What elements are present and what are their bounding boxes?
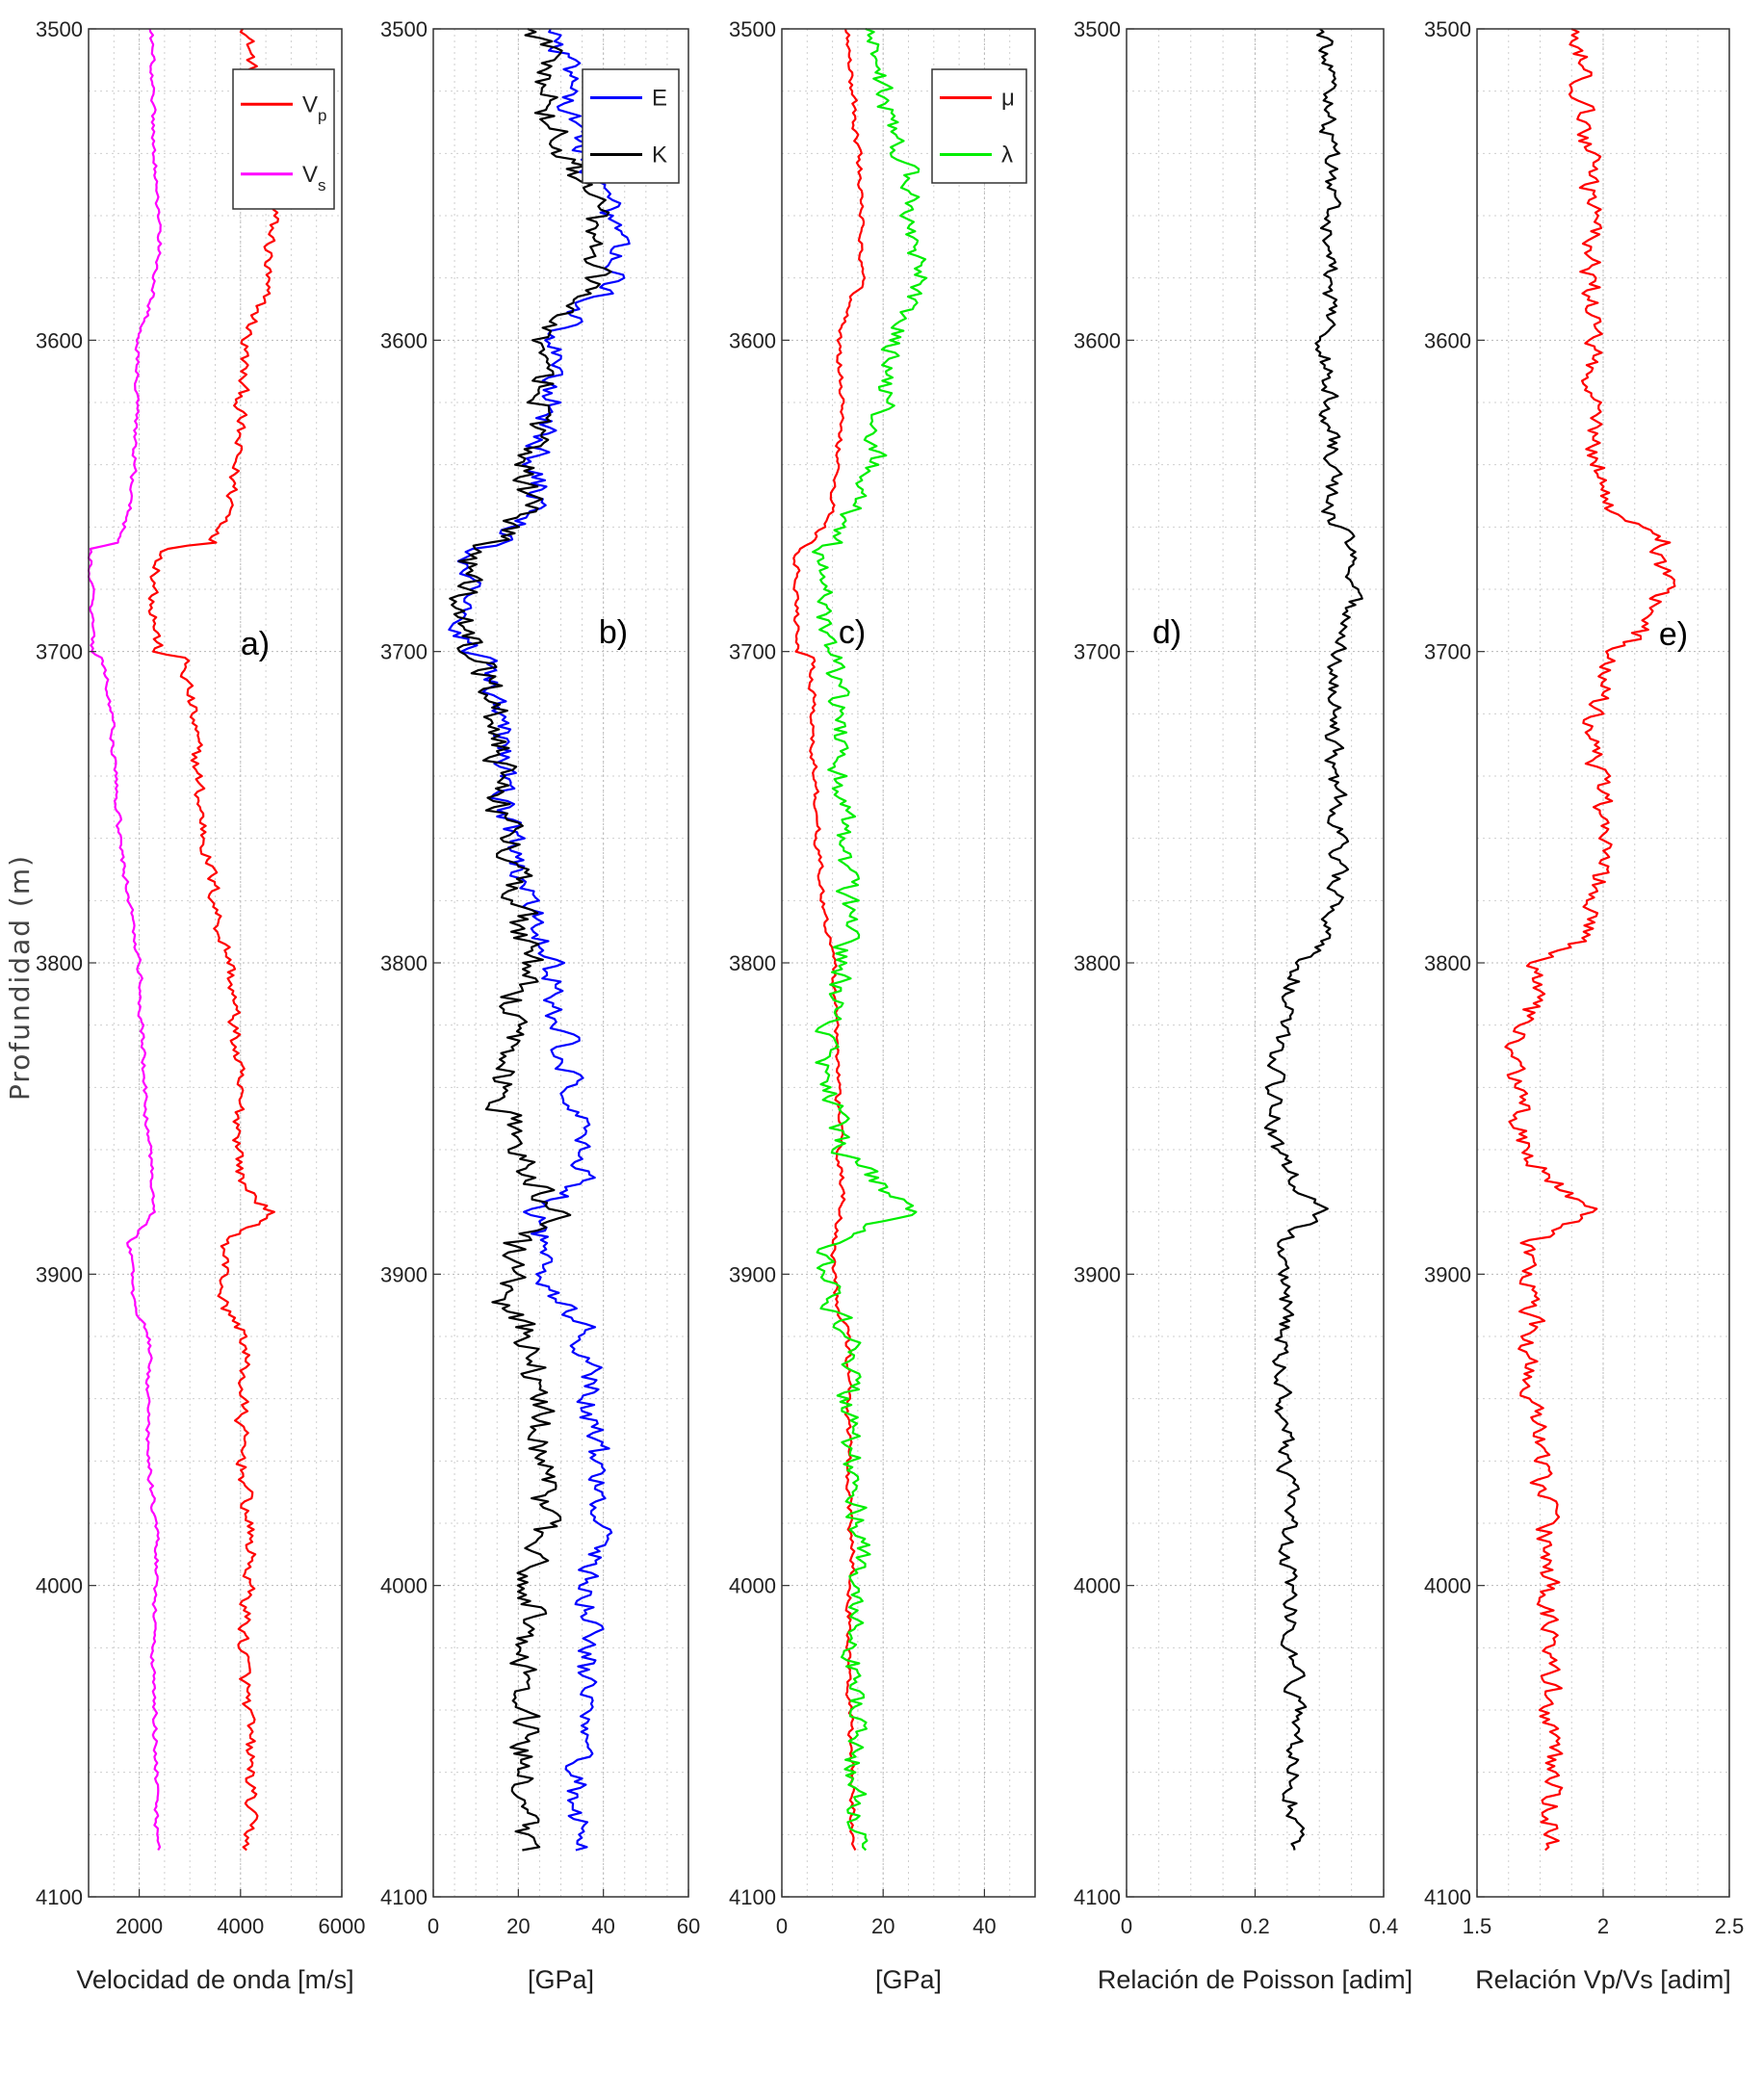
- x-tick-label: 20: [506, 1914, 530, 1938]
- y-tick-label: 3900: [36, 1262, 83, 1286]
- y-tick-label: 3900: [380, 1262, 428, 1286]
- series-line-Vp: [147, 28, 279, 1852]
- x-axis-label: [GPa]: [875, 1965, 942, 1994]
- panel-1: 3500 3600 3700 3800 3900 4000 4100 2000 4000 6000…: [36, 17, 365, 1994]
- x-tick-label: 0.2: [1240, 1914, 1270, 1938]
- panel-label: a): [241, 626, 270, 662]
- y-tick-label: 3800: [380, 951, 428, 975]
- y-tick-label: 3900: [1424, 1262, 1471, 1286]
- y-tick-label: 4100: [1424, 1885, 1471, 1909]
- y-tick-label: 3500: [36, 17, 83, 41]
- x-axis-label: Relación Vp/Vs [adim]: [1475, 1965, 1731, 1994]
- x-tick-label: 0: [1121, 1914, 1132, 1938]
- series-line-λ: [812, 27, 928, 1852]
- legend-box: [232, 68, 335, 210]
- y-tick-label: 3700: [729, 640, 776, 664]
- legend-label: K: [652, 143, 667, 169]
- y-tick-label: 3500: [1424, 17, 1471, 41]
- x-tick-label: 6000: [319, 1914, 366, 1938]
- x-axis-label: Velocidad de onda [m/s]: [76, 1965, 353, 1994]
- x-tick-label: 1.5: [1463, 1914, 1492, 1938]
- x-tick-label: 2000: [116, 1914, 163, 1938]
- legend-box: [931, 68, 1027, 184]
- y-tick-label: 3900: [729, 1262, 776, 1286]
- y-tick-label: 3800: [36, 951, 83, 975]
- legend-label: μ: [1001, 86, 1015, 112]
- y-tick-label: 3800: [1074, 951, 1121, 975]
- y-tick-label: 3700: [380, 640, 428, 664]
- y-tick-label: 3800: [1424, 951, 1471, 975]
- x-tick-label: 60: [677, 1914, 700, 1938]
- x-axis-label: Relación de Poisson [adim]: [1098, 1965, 1413, 1994]
- y-tick-label: 3500: [380, 17, 428, 41]
- legend: μλ: [931, 68, 1027, 184]
- y-tick-label: 4100: [1074, 1885, 1121, 1909]
- x-tick-label: 0: [776, 1914, 788, 1938]
- y-tick-label: 3500: [729, 17, 776, 41]
- series-line-μ: [792, 28, 867, 1852]
- y-tick-label: 3600: [729, 328, 776, 352]
- y-tick-label: 3800: [729, 951, 776, 975]
- legend-label: E: [652, 86, 667, 112]
- panel-label: b): [599, 614, 628, 651]
- y-tick-label: 4100: [729, 1885, 776, 1909]
- y-tick-label: 3600: [36, 328, 83, 352]
- y-tick-label: 3600: [380, 328, 428, 352]
- y-tick-label: 3900: [1074, 1262, 1121, 1286]
- x-tick-label: 0: [428, 1914, 439, 1938]
- legend-box: [582, 68, 680, 184]
- y-tick-label: 4100: [380, 1885, 428, 1909]
- series-line-main: [1263, 28, 1363, 1851]
- y-tick-label: 4000: [36, 1574, 83, 1598]
- x-tick-label: 0.4: [1369, 1914, 1399, 1938]
- series-line-Vs: [87, 28, 163, 1852]
- panel-label: d): [1153, 614, 1181, 651]
- x-tick-label: 2: [1597, 1914, 1609, 1938]
- panel-5: 3500 3600 3700 3800 3900 4000 4100 1.5 2 2.5 Relac…: [1424, 17, 1744, 1994]
- y-tick-label: 4000: [1074, 1574, 1121, 1598]
- panel-label: c): [839, 614, 866, 651]
- y-axis-label: Profundidad (m): [4, 854, 36, 1101]
- x-tick-label: 4000: [217, 1914, 264, 1938]
- series-line-K: [449, 27, 612, 1852]
- x-tick-label: 40: [972, 1914, 996, 1938]
- x-tick-label: 40: [591, 1914, 614, 1938]
- legend-label: λ: [1001, 143, 1013, 169]
- legend: EK: [582, 68, 680, 184]
- x-tick-label: 20: [871, 1914, 894, 1938]
- x-tick-label: 2.5: [1715, 1914, 1745, 1938]
- y-tick-label: 4000: [380, 1574, 428, 1598]
- series-line-main: [1504, 27, 1676, 1852]
- y-tick-label: 3600: [1074, 328, 1121, 352]
- y-tick-label: 3700: [36, 640, 83, 664]
- y-tick-label: 4100: [36, 1885, 83, 1909]
- y-tick-label: 4000: [1424, 1574, 1471, 1598]
- x-axis-label: [GPa]: [528, 1965, 594, 1994]
- y-tick-label: 4000: [729, 1574, 776, 1598]
- y-tick-label: 3500: [1074, 17, 1121, 41]
- y-tick-label: 3700: [1424, 640, 1471, 664]
- panel-label: e): [1659, 616, 1688, 653]
- y-tick-label: 3600: [1424, 328, 1471, 352]
- y-tick-label: 3700: [1074, 640, 1121, 664]
